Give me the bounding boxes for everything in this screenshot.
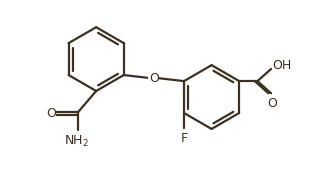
Text: F: F — [180, 132, 187, 145]
Text: OH: OH — [273, 59, 292, 72]
Text: O: O — [46, 107, 56, 120]
Text: O: O — [268, 97, 277, 110]
Text: O: O — [149, 72, 159, 85]
Text: NH$_2$: NH$_2$ — [64, 134, 89, 149]
